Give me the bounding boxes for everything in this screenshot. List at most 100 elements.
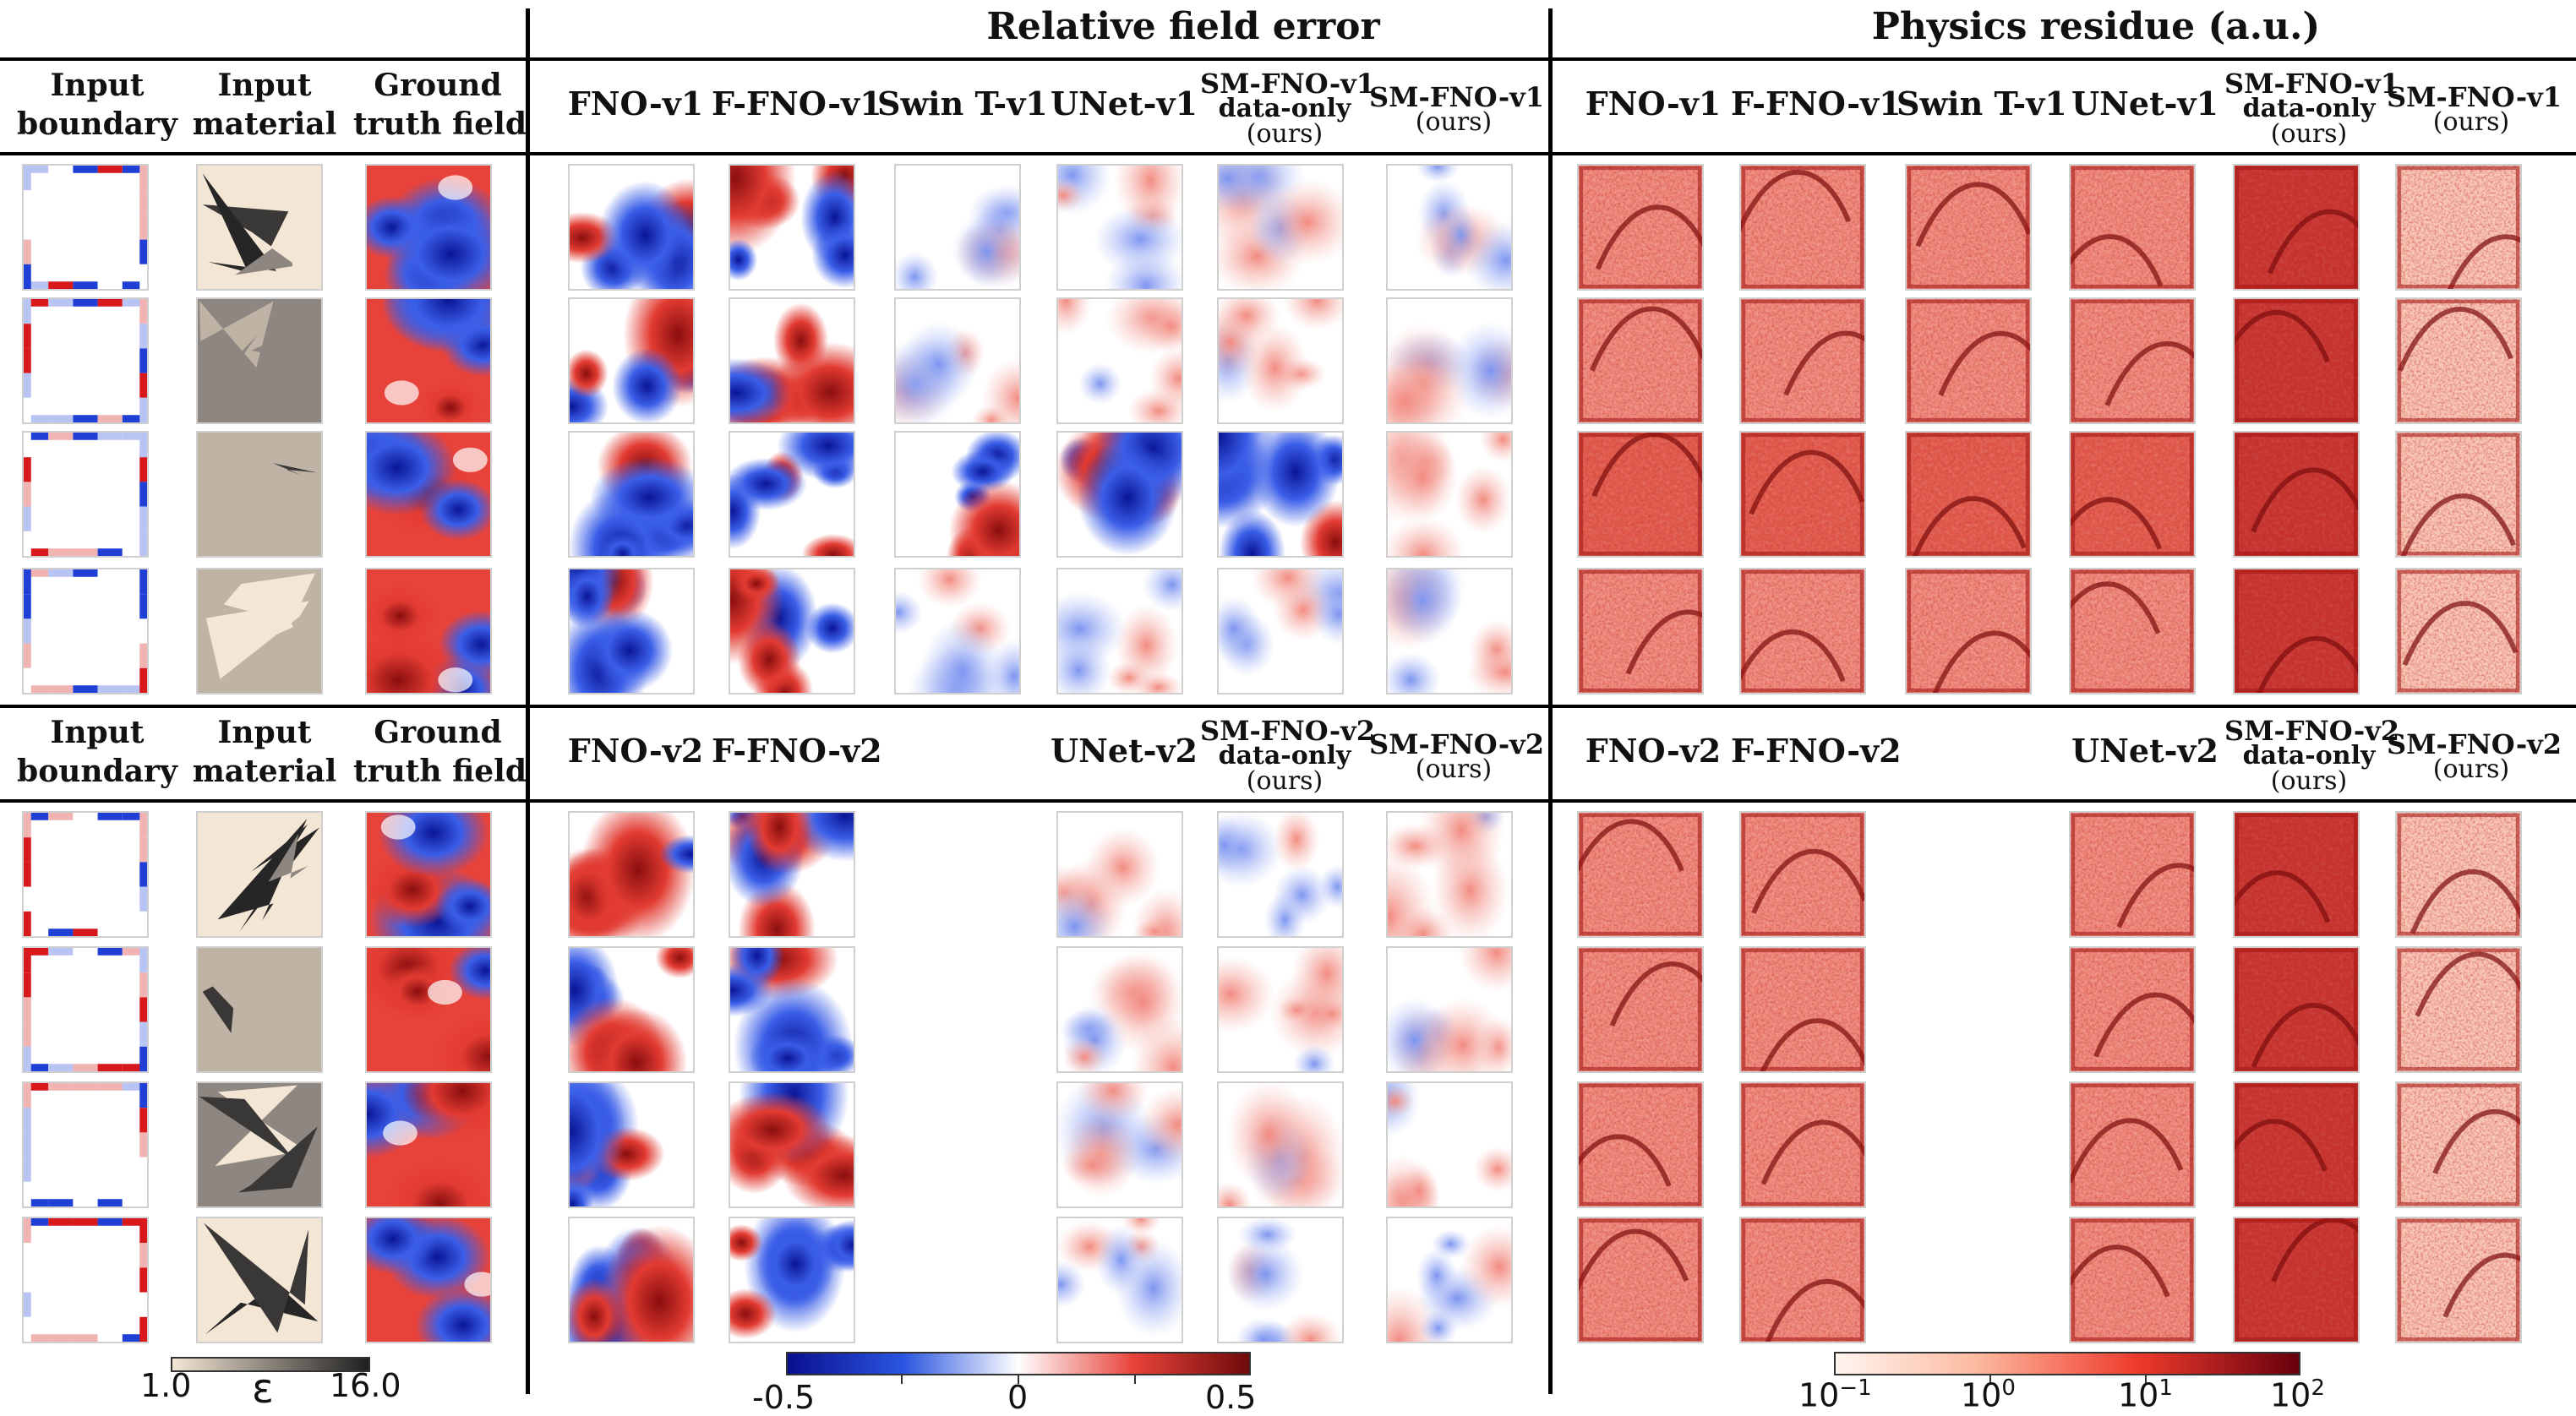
error-tile-r2-c5 (1356, 395, 1527, 592)
error-colorbar-tick-minus (901, 1375, 903, 1384)
error-tile-r0-c4 (1188, 136, 1356, 297)
v2-error-header-1: F-FNO-v2 (712, 732, 882, 770)
error-tile-r1-c0 (535, 261, 734, 437)
error-tile-r6-c0 (516, 1055, 695, 1234)
v1-residue-header-0-line-0: FNO-v1 (1585, 84, 1722, 123)
residue-tile-r5-c0 (1577, 946, 1726, 1073)
residue-tile-r2-c2 (1905, 431, 2032, 562)
error-tile-r5-c5 (1377, 912, 1535, 1093)
error-tile-r7-c1 (715, 1195, 886, 1343)
error-tile-r3-c5 (1366, 539, 1544, 708)
v1-error-header-1-line-0: F-FNO-v1 (712, 84, 882, 123)
error-tile-r0-c3 (1032, 132, 1188, 324)
v2-residue-header-3-line-1: data-only (2242, 741, 2376, 771)
v2-error-header-4-line-1: (ours) (1415, 754, 1493, 784)
header-rule-bottom-v2 (0, 799, 2576, 803)
v2-error-header-1-line-0: F-FNO-v2 (712, 732, 882, 770)
residue-tile-r6-c0 (1555, 1081, 1704, 1208)
header-rule-bottom-v1 (0, 152, 2576, 155)
error-colorbar-label-mid: 0 (1007, 1379, 1029, 1416)
residue-tile-r1-c5 (2395, 297, 2522, 424)
v1-error-header-2: Swin T-v1 (877, 84, 1048, 123)
v2-error-header-3-line-2: (ours) (1246, 766, 1323, 796)
ground-truth-tile-0 (352, 164, 516, 312)
error-tile-r3-c3 (1032, 557, 1202, 705)
error-tile-r7-c3 (1034, 1202, 1192, 1343)
error-tile-r4-c0 (537, 795, 723, 950)
v1-residue-header-4: SM-FNO-v1 data-only (ours) (2224, 70, 2399, 149)
residue-tile-r5-c4 (2233, 946, 2367, 1073)
input-boundary-tile-5 (22, 946, 149, 1073)
residue-tile-r7-c5 (2395, 1217, 2559, 1343)
ground-truth-tile-4 (365, 788, 505, 976)
residue-tile-r4-c3 (2069, 811, 2233, 938)
residue-tile-r5-c5 (2395, 946, 2531, 1073)
v1-error-header-4-line-0: SM-FNO-v1 (1200, 68, 1375, 100)
v1-error-header-4: SM-FNO-v1 data-only (ours) (1200, 68, 1375, 147)
error-tile-r2-c4 (1161, 360, 1373, 596)
residue-tile-r3-c0 (1577, 568, 1742, 694)
v1-error-header-4-line-1: data-only (1218, 94, 1351, 123)
v1-error-header-2-line-0: Swin T-v1 (877, 84, 1048, 123)
error-tile-r7-c0 (550, 1217, 719, 1391)
residue-tile-r2-c4 (2233, 431, 2367, 558)
input-material-tile-1 (196, 297, 323, 424)
residue-tile-r1-c1 (1739, 297, 1900, 424)
material-colorbar (171, 1357, 370, 1372)
v2-residue-header-3-line-2: (ours) (2270, 766, 2348, 796)
error-tile-r7-c4 (1217, 1217, 1344, 1368)
error-colorbar-label-min: -0.5 (752, 1379, 816, 1416)
error-tile-r4-c4 (1198, 807, 1357, 949)
error-tile-r0-c1 (674, 101, 880, 291)
error-tile-r0-c5 (1386, 150, 1547, 299)
v2-residue-header-3-line-0: SM-FNO-v2 (2224, 715, 2399, 747)
v1-residue-header-3-line-0: UNet-v1 (2071, 84, 2219, 123)
v2-error-header-2-line-0: UNet-v2 (1051, 732, 1198, 770)
v1-residue-header-1: F-FNO-v1 (1731, 84, 1902, 123)
relative-field-error-title: Relative field error (986, 5, 1380, 48)
input-material-tile-4 (196, 811, 323, 938)
v1-residue-header-1-line-0: F-FNO-v1 (1731, 84, 1902, 123)
v2-residue-header-1: F-FNO-v2 (1731, 735, 1902, 767)
v2-error-header-4: SM-FNO-v2 (ours) (1369, 731, 1544, 784)
v1-residue-header-5: SM-FNO-v1 (ours) (2387, 84, 2562, 135)
residue-tile-r7-c1 (1739, 1217, 1881, 1344)
input-boundary-tile-0 (22, 164, 149, 291)
residue-tile-r7-c3 (2054, 1217, 2196, 1343)
error-tile-r5-c1 (690, 918, 864, 1117)
error-tile-r1-c1 (679, 297, 890, 443)
residue-colorbar (1834, 1352, 2300, 1375)
input-boundary-header: Input boundary (17, 68, 177, 142)
input-boundary-tile-3 (22, 568, 149, 694)
v2-error-header-3-line-1: data-only (1218, 741, 1351, 771)
input-material-header-v2: Input material (192, 715, 337, 789)
error-tile-r4-c3 (1029, 811, 1200, 976)
v1-residue-header-2-line-0: Swin T-v1 (1897, 84, 2067, 123)
input-material-tile-7 (196, 1217, 323, 1343)
v2-error-header-3: SM-FNO-v2 data-only (ours) (1200, 717, 1375, 796)
material-colorbar-symbol: ε (252, 1365, 274, 1413)
material-colorbar-max: 16.0 (330, 1367, 401, 1404)
ground-truth-tile-1 (365, 247, 523, 434)
error-tile-r3-c2 (875, 550, 1044, 729)
error-tile-r6-c5 (1356, 1059, 1522, 1254)
v1-residue-header-4-line-2: (ours) (2270, 119, 2348, 149)
v1-error-header-5-line-0: SM-FNO-v1 (1369, 81, 1544, 113)
section-divider-v2 (0, 705, 2576, 708)
v1-error-header-1: F-FNO-v1 (712, 84, 882, 123)
v1-error-header-5: SM-FNO-v1 (ours) (1369, 81, 1544, 135)
v1-error-header-3: UNet-v1 (1040, 88, 1209, 120)
v2-residue-header-4-line-1: (ours) (2432, 754, 2510, 784)
error-tile-r4-c1 (713, 771, 906, 978)
error-tile-r5-c3 (1056, 946, 1216, 1117)
error-colorbar (786, 1352, 1251, 1375)
v1-error-header-0-line-0: FNO-v1 (567, 84, 704, 123)
v2-residue-header-0-line-0: FNO-v2 (1585, 732, 1722, 770)
error-tile-r4-c5 (1341, 776, 1513, 981)
v2-residue-header-3: SM-FNO-v2 data-only (ours) (2224, 715, 2399, 796)
error-tile-r2-c3 (1054, 388, 1209, 558)
residue-colorbar-tick-1 (1989, 1375, 1991, 1384)
v1-residue-header-2: Swin T-v1 (1897, 84, 2067, 123)
residue-tile-r1-c0 (1577, 297, 1706, 424)
residue-tile-r7-c4 (2233, 1217, 2387, 1343)
